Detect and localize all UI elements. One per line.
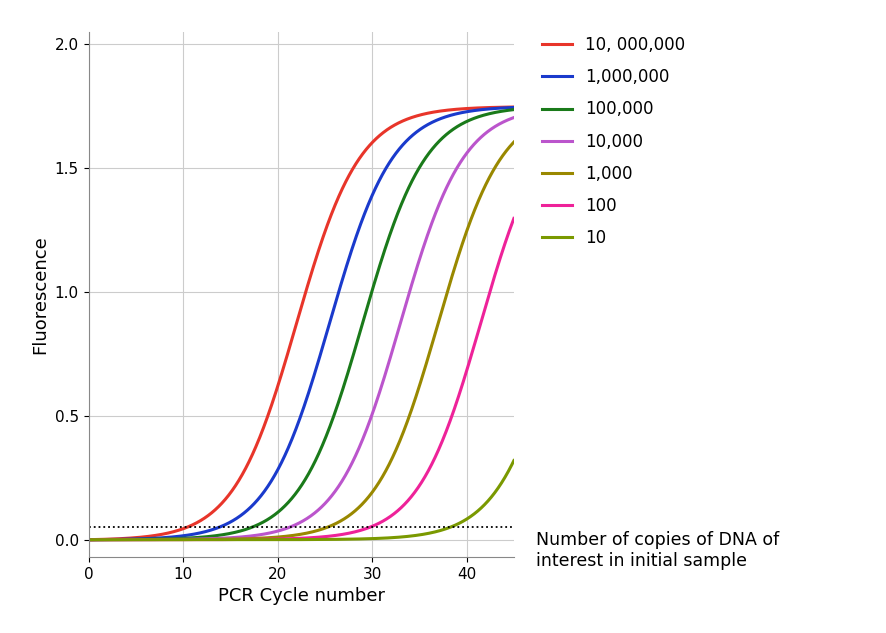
- 10, 000,000: [83, 536, 94, 544]
- 100: [83, 536, 94, 544]
- 10,000: [423, 230, 433, 238]
- 100: [509, 215, 519, 222]
- 100,000: [83, 536, 94, 544]
- 10: [270, 536, 281, 544]
- 10, 000,000: [509, 103, 519, 111]
- 100,000: [127, 536, 137, 543]
- Legend: 10, 000,000, 1,000,000, 100,000, 10,000, 1,000, 100, 10: 10, 000,000, 1,000,000, 100,000, 10,000,…: [535, 30, 692, 254]
- 10,000: [127, 536, 137, 543]
- 1,000: [423, 354, 433, 362]
- 10,000: [376, 385, 386, 392]
- 10, 000,000: [423, 110, 433, 117]
- Line: 10, 000,000: 10, 000,000: [89, 107, 514, 540]
- 10: [127, 536, 137, 544]
- 1,000,000: [127, 536, 137, 543]
- 1,000: [127, 536, 137, 544]
- 10,000: [415, 253, 425, 261]
- 10: [423, 530, 433, 537]
- 100: [255, 536, 266, 543]
- 10: [255, 536, 266, 544]
- Line: 1,000: 1,000: [89, 142, 514, 540]
- 100: [423, 468, 433, 475]
- Y-axis label: Fluorescence: Fluorescence: [31, 235, 50, 354]
- 10, 000,000: [255, 432, 266, 439]
- Text: Number of copies of DNA of
interest in initial sample: Number of copies of DNA of interest in i…: [536, 531, 780, 570]
- 1,000: [509, 138, 519, 146]
- 1,000,000: [255, 492, 266, 500]
- 100: [270, 536, 281, 543]
- 10, 000,000: [270, 388, 281, 396]
- 10,000: [509, 114, 519, 122]
- 100,000: [255, 520, 266, 527]
- 1,000: [376, 476, 386, 484]
- 100: [127, 536, 137, 544]
- 1,000: [83, 536, 94, 544]
- 1,000: [255, 534, 266, 542]
- 1,000,000: [83, 536, 94, 544]
- Line: 100,000: 100,000: [89, 110, 514, 540]
- 10, 000,000: [376, 131, 386, 139]
- X-axis label: PCR Cycle number: PCR Cycle number: [218, 587, 385, 605]
- 1,000: [415, 380, 425, 387]
- 10: [415, 531, 425, 539]
- 1,000,000: [415, 125, 425, 133]
- 1,000: [270, 534, 281, 541]
- 10,000: [83, 536, 94, 544]
- 100,000: [415, 163, 425, 170]
- 100,000: [270, 510, 281, 518]
- Line: 1,000,000: 1,000,000: [89, 108, 514, 540]
- 10: [509, 457, 519, 465]
- 100,000: [423, 151, 433, 158]
- 1,000,000: [509, 104, 519, 111]
- 10, 000,000: [415, 111, 425, 119]
- 100,000: [376, 259, 386, 266]
- 1,000,000: [423, 121, 433, 128]
- 10,000: [270, 528, 281, 536]
- 10: [83, 536, 94, 544]
- 100: [376, 518, 386, 526]
- 10, 000,000: [127, 534, 137, 542]
- 100,000: [509, 106, 519, 113]
- 100: [415, 480, 425, 488]
- Line: 10: 10: [89, 461, 514, 540]
- Line: 100: 100: [89, 218, 514, 540]
- 1,000,000: [270, 469, 281, 477]
- 1,000,000: [376, 174, 386, 182]
- 10: [376, 534, 386, 542]
- 10,000: [255, 531, 266, 539]
- Line: 10,000: 10,000: [89, 118, 514, 540]
